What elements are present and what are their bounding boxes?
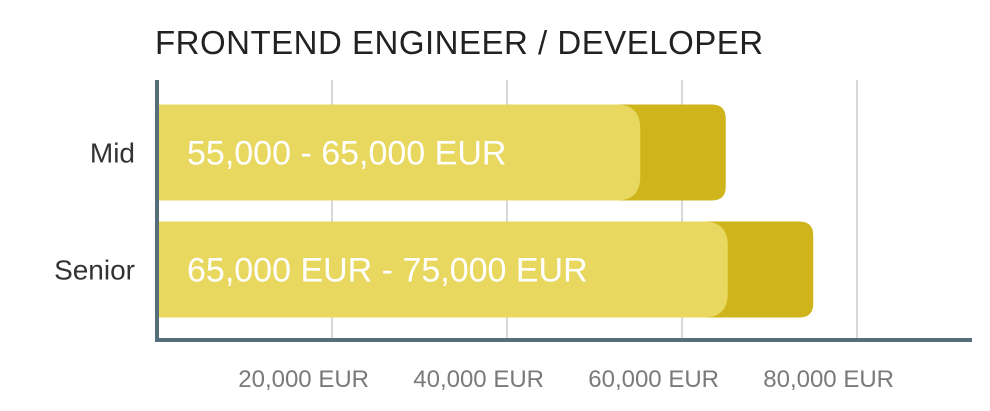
bar-base-senior: [157, 221, 728, 318]
bars: [157, 104, 814, 318]
data-label-senior: 65,000 EUR - 75,000 EUR: [187, 252, 588, 290]
category-label-mid: Mid: [90, 138, 135, 169]
labels: 20,000 EUR 40,000 EUR 60,000 EUR 80,000 EUR…: [54, 135, 894, 394]
chart-title: FRONTEND ENGINEER / DEVELOPER: [155, 24, 764, 61]
x-tick-label-1: 20,000 EUR: [238, 366, 369, 393]
data-label-mid: 55,000 - 65,000 EUR: [187, 135, 506, 173]
x-tick-label-3: 60,000 EUR: [588, 366, 719, 393]
x-tick-label-4: 80,000 EUR: [763, 366, 894, 393]
axes: [155, 80, 972, 342]
bar-base-mid: [157, 104, 641, 201]
category-label-senior: Senior: [54, 255, 135, 286]
x-tick-label-2: 40,000 EUR: [413, 366, 544, 393]
